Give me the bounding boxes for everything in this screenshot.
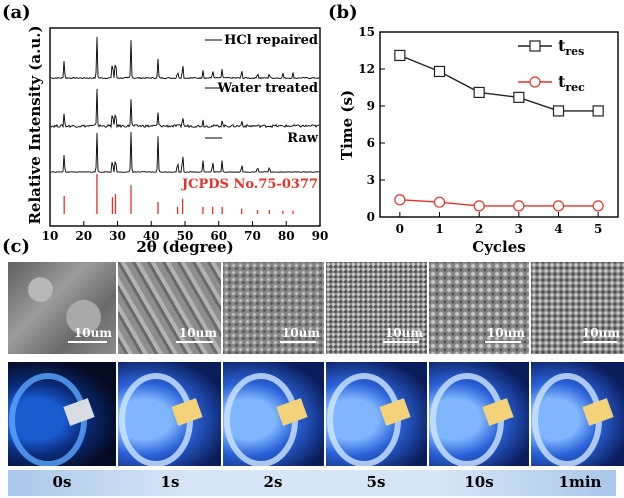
data-point-t-rec bbox=[433, 196, 446, 208]
xrd-x-tick-label: 50 bbox=[177, 229, 194, 243]
cycles-y-tick-label: 3 bbox=[367, 173, 375, 187]
data-point-t-res bbox=[394, 49, 406, 62]
cycles-x-tick-label: 0 bbox=[396, 222, 404, 236]
xrd-x-tick-label: 60 bbox=[210, 229, 227, 243]
data-point-t-rec bbox=[473, 200, 485, 212]
data-point-t-res bbox=[513, 91, 525, 103]
time-label: 1s bbox=[160, 473, 180, 491]
xrd-trace-water-treated bbox=[50, 88, 320, 129]
scale-bar-label: 10um bbox=[73, 326, 112, 340]
time-label: 0s bbox=[52, 473, 72, 491]
reference-label: JCPDS No.75-0377 bbox=[181, 177, 318, 192]
data-point-t-rec bbox=[552, 200, 565, 212]
photo-1min bbox=[531, 362, 624, 466]
data-point-t-res bbox=[433, 65, 446, 78]
sem-image-3: 10um bbox=[223, 262, 324, 354]
cycles-x-axis-label: Cycles bbox=[472, 238, 525, 256]
xrd-x-tick-label: 40 bbox=[143, 229, 160, 243]
scale-bar-label: 10um bbox=[384, 326, 423, 340]
xrd-x-tick-label: 70 bbox=[244, 229, 261, 243]
time-label: 10s bbox=[464, 473, 494, 491]
photo-1s bbox=[118, 362, 221, 466]
time-label: 5s bbox=[366, 473, 386, 491]
sem-image-2: 10um bbox=[118, 262, 221, 354]
scale-bar-label: 10um bbox=[486, 326, 525, 340]
photo-2s bbox=[223, 362, 324, 466]
cycles-y-tick-label: 12 bbox=[358, 62, 375, 76]
cycles-x-tick-label: 2 bbox=[475, 222, 483, 236]
series-line-t-rec bbox=[399, 199, 599, 207]
cycles-y-tick-label: 15 bbox=[358, 25, 375, 39]
cycles-x-tick-label: 1 bbox=[435, 222, 443, 236]
data-point-t-res bbox=[473, 86, 485, 99]
cycles-y-axis-label: Time (s) bbox=[338, 90, 356, 160]
trace-label: Water treated bbox=[217, 81, 318, 96]
cycles-y-tick-label: 6 bbox=[367, 136, 375, 150]
photo-0s bbox=[8, 362, 116, 466]
cycles-legend: tres trec bbox=[518, 36, 585, 94]
series-line-t-res bbox=[399, 54, 599, 112]
cycles-x-tick-label: 3 bbox=[515, 222, 523, 236]
sem-image-6: 10um bbox=[531, 262, 624, 354]
legend-t-rec: trec bbox=[558, 72, 585, 94]
scale-bar-label: 10um bbox=[178, 326, 217, 340]
xrd-y-axis-label: Relative Intensity (a.u.) bbox=[26, 25, 44, 224]
scale-bar-label: 10um bbox=[281, 326, 320, 340]
data-point-t-res bbox=[552, 105, 565, 117]
panel-b-label: (b) bbox=[328, 2, 358, 23]
cycles-plot-frame bbox=[379, 31, 619, 218]
cycles-x-tick-label: 4 bbox=[554, 222, 562, 236]
photo-5s bbox=[326, 362, 427, 466]
sem-image-1: 10um bbox=[8, 262, 116, 354]
trace-label: HCl repaired bbox=[224, 33, 318, 48]
xrd-trace-raw bbox=[50, 131, 320, 173]
data-point-t-rec bbox=[592, 200, 604, 212]
time-label: 1min bbox=[558, 473, 602, 491]
cycles-y-tick-label: 0 bbox=[367, 210, 375, 224]
xrd-x-tick-label: 20 bbox=[75, 229, 92, 243]
xrd-x-axis-label: 2θ (degree) bbox=[136, 238, 233, 256]
panel-a-label: (a) bbox=[2, 2, 31, 23]
xrd-x-tick-label: 10 bbox=[42, 229, 59, 243]
time-strip bbox=[8, 470, 616, 496]
trace-label: Raw bbox=[287, 131, 319, 146]
scale-bar-label: 10um bbox=[581, 326, 620, 340]
photo-10s bbox=[429, 362, 529, 466]
legend-t-res: tres bbox=[558, 36, 584, 58]
data-point-t-res bbox=[592, 105, 604, 117]
sem-image-5: 10um bbox=[429, 262, 529, 354]
data-point-t-rec bbox=[513, 200, 525, 212]
data-point-t-rec bbox=[394, 194, 406, 206]
cycles-x-tick-label: 5 bbox=[594, 222, 602, 236]
sem-image-4: 10um bbox=[326, 262, 427, 354]
panel-c-label: (c) bbox=[2, 236, 30, 257]
xrd-trace-hcl-repaired bbox=[50, 36, 320, 80]
xrd-chart: 10 20 30 40 50 60 70 80 90 HCl repaired Water trea… bbox=[26, 25, 329, 256]
time-label: 2s bbox=[263, 473, 283, 491]
xrd-x-tick-label: 90 bbox=[312, 229, 329, 243]
xrd-x-tick-label: 30 bbox=[109, 229, 126, 243]
cycles-y-tick-label: 9 bbox=[367, 99, 375, 113]
xrd-x-tick-label: 80 bbox=[278, 229, 295, 243]
